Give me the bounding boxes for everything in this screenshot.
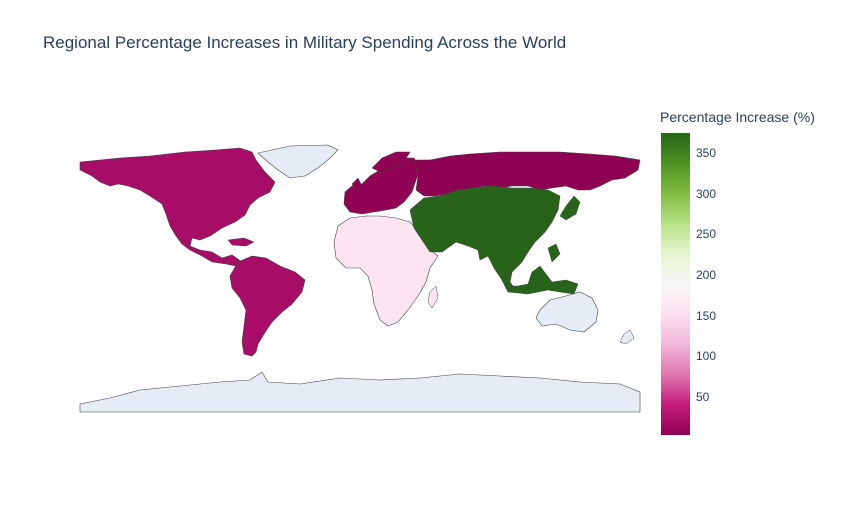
antarctica-region [79, 371, 641, 413]
greenland-region [257, 144, 339, 179]
north-america-region[interactable] [79, 147, 276, 267]
colorbar-tick-label: 100 [696, 349, 717, 364]
colorbar-tick-label: 200 [696, 268, 717, 283]
chart-title: Regional Percentage Increases in Militar… [43, 33, 567, 52]
colorbar-tick-label: 150 [696, 308, 717, 323]
south-america-region[interactable] [229, 255, 306, 357]
colorbar-tick-label: 50 [696, 389, 710, 404]
caribbean-region [227, 237, 255, 247]
japan-region [559, 195, 581, 221]
madagascar-region [427, 285, 439, 309]
africa-region[interactable] [333, 215, 439, 327]
indonesia-region [507, 243, 579, 295]
new-zealand-region [619, 329, 635, 345]
colorbar [661, 133, 690, 435]
colorbar-tick-label: 350 [696, 146, 717, 161]
europe-region[interactable] [343, 157, 421, 215]
scandinavia-region [351, 151, 411, 191]
colorbar-tick-label: 250 [696, 227, 717, 242]
colorbar-title: Percentage Increase (%) [660, 109, 815, 125]
asia-region[interactable] [409, 185, 561, 293]
colorbar-tick-label: 300 [696, 186, 717, 201]
australia-region [535, 291, 599, 333]
